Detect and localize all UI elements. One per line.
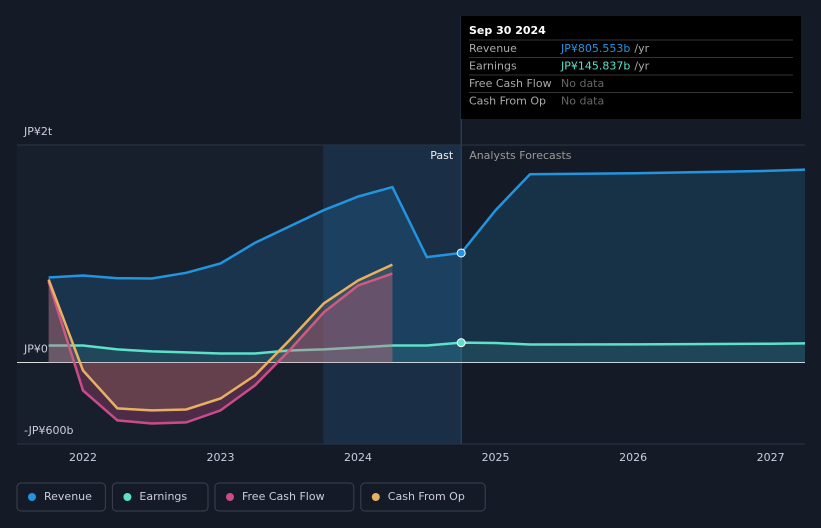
highlight-marker <box>456 338 466 348</box>
legend-label: Revenue <box>44 490 92 503</box>
highlight-marker <box>456 248 466 258</box>
tooltip-label: Revenue <box>469 42 517 55</box>
series-area <box>48 342 806 363</box>
tooltip-label: Earnings <box>469 60 517 73</box>
x-tick-label: 2025 <box>482 451 510 464</box>
tooltip-bg <box>461 16 801 119</box>
tooltip-value: JP¥145.837b/yr <box>560 60 650 73</box>
tooltip-unit: /yr <box>634 42 649 55</box>
past-label: Past <box>430 149 454 162</box>
tooltip-value-text: No data <box>561 95 604 108</box>
series-area <box>48 264 393 411</box>
tooltip-value: No data <box>561 77 604 90</box>
legend-swatch <box>28 493 36 501</box>
y-tick-label: JP¥2t <box>23 125 53 138</box>
legend-label: Earnings <box>139 490 187 503</box>
legend-label: Cash From Op <box>388 490 465 503</box>
legend-swatch <box>371 493 380 501</box>
tooltip-value-text: No data <box>561 77 604 90</box>
tooltip-unit: /yr <box>634 60 649 73</box>
x-tick-label: 2022 <box>69 451 97 464</box>
tooltip-label: Cash From Op <box>469 95 546 108</box>
legend-item[interactable]: Cash From Op <box>360 482 486 512</box>
series-line <box>47 263 393 412</box>
legend-box <box>16 482 106 512</box>
x-tick-label: 2023 <box>207 451 235 464</box>
tooltip: Sep 30 2024 Revenue JP¥805.553b/yr Earnings… <box>461 16 801 119</box>
legend-box <box>111 482 209 512</box>
legend-swatch <box>123 493 132 501</box>
tooltip-value-text: JP¥145.837b <box>560 60 630 73</box>
legend-box <box>214 482 355 512</box>
legend-item[interactable]: Earnings <box>111 482 209 512</box>
legend-item[interactable]: Revenue <box>16 482 106 512</box>
series-line <box>47 272 393 425</box>
x-tick-label: 2026 <box>619 451 647 464</box>
tooltip-value-text: JP¥805.553b <box>560 42 630 55</box>
legend-box <box>360 482 486 512</box>
x-tick-label: 2027 <box>757 451 785 464</box>
series-line <box>48 168 806 280</box>
legend-item[interactable]: Free Cash Flow <box>214 482 355 512</box>
y-tick-label: JP¥0 <box>23 342 48 355</box>
tooltip-label: Free Cash Flow <box>469 77 552 90</box>
tooltip-date: Sep 30 2024 <box>469 24 546 37</box>
legend-swatch <box>226 493 234 501</box>
series-area <box>48 169 806 363</box>
forecast-label: Analysts Forecasts <box>469 149 572 162</box>
y-tick-label: -JP¥600b <box>24 424 73 437</box>
tooltip-value: No data <box>561 95 604 108</box>
x-tick-label: 2024 <box>344 451 372 464</box>
legend-label: Free Cash Flow <box>242 490 325 503</box>
tooltip-value: JP¥805.553b/yr <box>560 42 650 55</box>
series-area <box>48 273 393 424</box>
series-line <box>48 341 806 355</box>
